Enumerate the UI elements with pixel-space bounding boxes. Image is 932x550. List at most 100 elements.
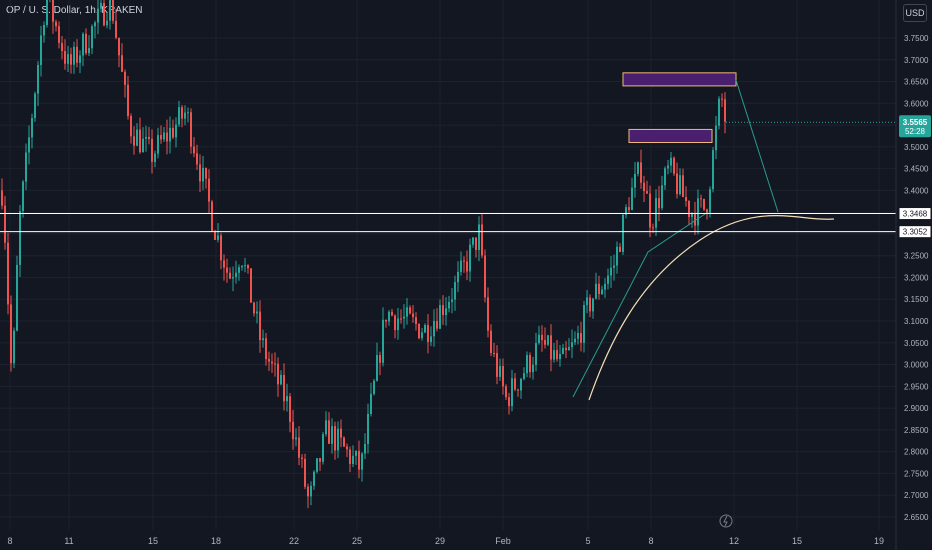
candle-body xyxy=(355,450,357,456)
candle-body xyxy=(637,162,639,174)
candle-body xyxy=(325,420,327,435)
candle-body xyxy=(457,271,459,283)
candle-body xyxy=(268,359,270,362)
candle-body xyxy=(397,318,399,331)
candle-body xyxy=(721,98,723,100)
candle-body xyxy=(583,305,585,343)
candle-body xyxy=(13,330,15,364)
x-tick-label: 8 xyxy=(648,536,653,546)
x-tick-label: 19 xyxy=(874,536,884,546)
candle-body xyxy=(349,449,351,464)
candle-body xyxy=(604,283,606,290)
candle-body xyxy=(658,198,660,209)
candle-body xyxy=(292,421,294,440)
candle-body xyxy=(652,227,654,229)
candle-body xyxy=(478,224,480,251)
candle-body xyxy=(664,168,666,186)
candle-body xyxy=(250,268,252,303)
candle-body xyxy=(685,196,687,201)
candle-body xyxy=(175,124,177,138)
candle-body xyxy=(715,125,717,151)
candle-body xyxy=(319,458,321,462)
candle-body xyxy=(535,343,537,365)
candle-body xyxy=(103,2,105,26)
candle-body xyxy=(511,378,513,407)
candle-body xyxy=(694,213,696,226)
candle-body xyxy=(418,323,420,339)
candle-body xyxy=(31,118,33,138)
candle-body xyxy=(334,426,336,451)
candle-body xyxy=(553,350,555,360)
candle-body xyxy=(199,164,201,182)
candle-body xyxy=(124,71,126,85)
candle-body xyxy=(493,352,495,354)
candle-body xyxy=(157,135,159,154)
x-tick-label: 25 xyxy=(352,536,362,546)
candle-body xyxy=(280,374,282,385)
candle-body xyxy=(22,181,24,212)
candle-body xyxy=(388,311,390,322)
candle-body xyxy=(40,35,42,66)
candle-body xyxy=(646,191,648,194)
supply-zone xyxy=(622,72,737,87)
y-tick-label: 3.6000 xyxy=(904,99,929,108)
candle-body xyxy=(322,434,324,462)
candle-body xyxy=(436,321,438,329)
level-badge-label: 3.3468 xyxy=(903,210,928,219)
candle-body xyxy=(724,99,726,122)
y-tick-label: 3.7500 xyxy=(904,34,929,43)
candle-body xyxy=(208,178,210,202)
candle-body xyxy=(64,51,66,64)
candle-body xyxy=(181,107,183,119)
candle-body xyxy=(178,107,180,125)
candle-body xyxy=(703,198,705,210)
candle-body xyxy=(676,173,678,195)
candle-body xyxy=(235,272,237,277)
candle-body xyxy=(82,33,84,56)
candle-body xyxy=(490,330,492,353)
candle-body xyxy=(163,132,165,140)
y-tick-label: 3.5000 xyxy=(904,143,929,152)
candle-body xyxy=(700,198,702,200)
candle-body xyxy=(154,153,156,162)
y-tick-label: 2.6500 xyxy=(904,513,929,522)
level-badge xyxy=(898,207,932,221)
candle-body xyxy=(463,260,465,262)
candle-body xyxy=(385,319,387,322)
candle-body xyxy=(529,355,531,373)
x-tick-label: 29 xyxy=(435,536,445,546)
candle-body xyxy=(145,136,147,139)
candle-body xyxy=(634,173,636,188)
candle-body xyxy=(568,347,570,351)
supply-zone xyxy=(628,128,713,143)
candle-body xyxy=(403,316,405,319)
candle-body xyxy=(496,353,498,377)
y-tick-label: 2.8000 xyxy=(904,448,929,457)
candle-body xyxy=(679,175,681,195)
lightning-bolt-icon[interactable] xyxy=(719,514,733,528)
candle-body xyxy=(232,276,234,279)
currency-button[interactable]: USD xyxy=(903,4,927,22)
candle-body xyxy=(151,138,153,162)
candle-body xyxy=(538,334,540,344)
candle-body xyxy=(382,319,384,363)
candle-body xyxy=(433,321,435,337)
candle-body xyxy=(439,305,441,329)
candle-body xyxy=(481,224,483,256)
candle-body xyxy=(421,332,423,339)
candle-body xyxy=(589,297,591,312)
candle-body xyxy=(34,93,36,119)
candle-body xyxy=(508,397,510,407)
candle-body xyxy=(487,297,489,331)
candle-body xyxy=(688,200,690,217)
candle-body xyxy=(46,0,48,26)
candle-body xyxy=(409,307,411,314)
y-tick-label: 3.6500 xyxy=(904,78,929,87)
candle-body xyxy=(427,325,429,343)
candle-body xyxy=(256,311,258,314)
y-tick-label: 3.4500 xyxy=(904,165,929,174)
trendline-support xyxy=(572,211,709,398)
candle-body xyxy=(655,198,657,228)
candle-body xyxy=(223,260,225,268)
